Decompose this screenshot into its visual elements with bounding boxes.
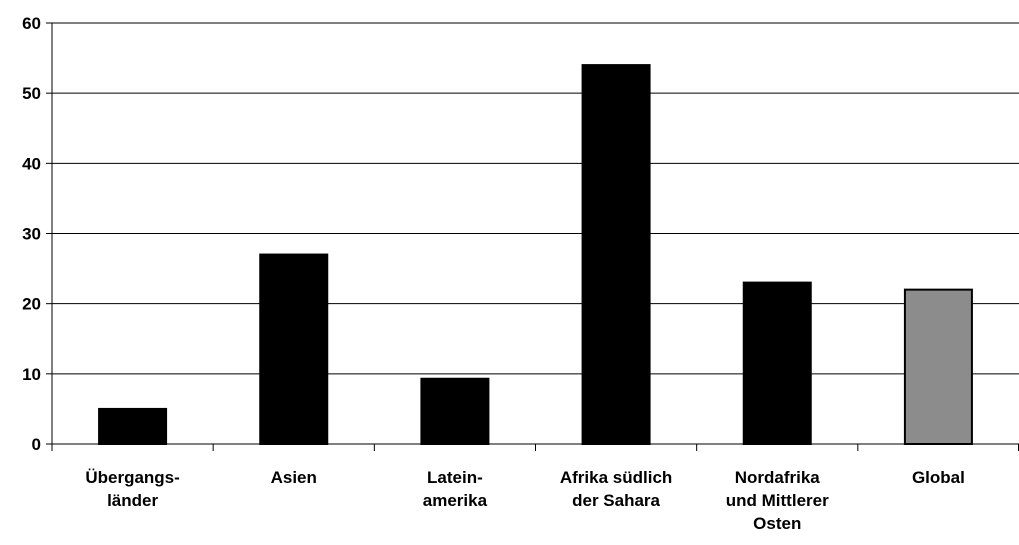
- x-tick-labels: Übergangs-länder Asien Latein-amerika Afrik…: [85, 468, 965, 533]
- y-tick-label: 0: [32, 435, 41, 454]
- axes: [46, 22, 1019, 451]
- x-tick-label: Nordafrika und Mittlerer Osten: [726, 468, 829, 533]
- bar: [903, 288, 973, 445]
- bar: [742, 281, 812, 445]
- x-tick-label: Global: [912, 468, 965, 487]
- bars: [98, 64, 973, 445]
- x-tick-label: Latein-amerika: [423, 468, 488, 510]
- y-tick-labels: 0 10 20 30 40 50 60: [22, 14, 41, 454]
- y-tick-label: 10: [22, 365, 41, 384]
- y-tick-label: 40: [22, 154, 41, 173]
- y-tick-label: 20: [22, 295, 41, 314]
- x-tick-label: Asien: [271, 468, 317, 487]
- bar: [259, 253, 329, 445]
- bar: [581, 64, 651, 445]
- x-tick-label: Übergangs-länder: [85, 468, 179, 510]
- y-tick-label: 50: [22, 84, 41, 103]
- bar: [420, 377, 490, 445]
- gridlines: [52, 22, 1019, 375]
- bar: [98, 407, 168, 445]
- y-tick-label: 30: [22, 225, 41, 244]
- y-tick-label: 60: [22, 14, 41, 33]
- x-tick-label: Afrika südlich der Sahara: [560, 468, 672, 510]
